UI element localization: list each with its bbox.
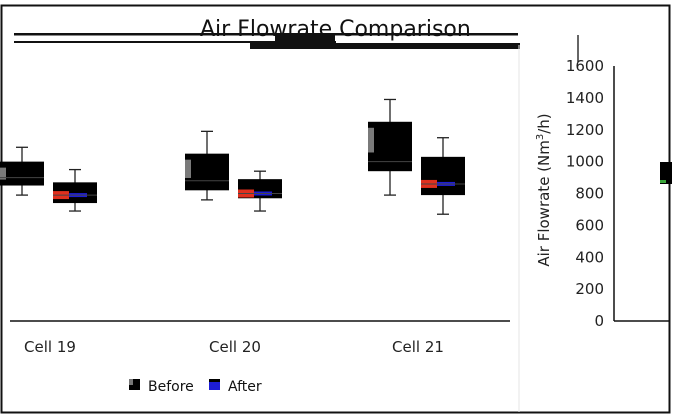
box-body [0, 161, 44, 186]
right-panel: 1600 1400 1200 1000 800 600 400 200 0 Air Flowra… [535, 35, 672, 330]
boxes-layer [0, 98, 465, 215]
y-axis-label-sup: 3 [535, 134, 546, 140]
left-panel: Cell 19 Cell 20 Cell 21 [0, 45, 520, 412]
y-tick-label: 200 [575, 280, 604, 298]
legend-swatch-after-accent [209, 379, 220, 382]
box-before-2 [185, 130, 229, 201]
box-body [185, 153, 229, 191]
y-axis-label-tail: /h) [535, 113, 553, 133]
box-accent [368, 127, 374, 153]
chart-title: Air Flowrate Comparison [200, 17, 471, 42]
legend-label-before: Before [148, 379, 194, 395]
clipped-box-right [660, 162, 672, 184]
title-artifacts [14, 33, 520, 49]
legend-item-after: After [209, 379, 262, 395]
box-after-3 [421, 137, 465, 215]
box-before-3 [368, 98, 412, 196]
legend-label-after: After [228, 379, 262, 395]
category-label: Cell 21 [392, 338, 444, 356]
legend-item-before: Before [129, 379, 194, 395]
legend-swatch-before-accent [129, 379, 133, 385]
y-tick-label: 600 [575, 216, 604, 234]
y-axis-label-main: Air Flowrate (Nm [535, 140, 553, 267]
category-label: Cell 19 [24, 338, 76, 356]
box-accent [0, 167, 6, 180]
y-tick-label: 1400 [566, 89, 604, 107]
legend: Before After [129, 379, 262, 395]
box-after-2 [238, 170, 282, 212]
y-tick-label: 0 [594, 312, 604, 330]
legend-swatch-after [209, 379, 220, 390]
y-tick-label: 1600 [566, 57, 604, 75]
y-tick-labels: 1600 1400 1200 1000 800 600 400 200 0 [566, 57, 604, 330]
y-tick-label: 800 [575, 185, 604, 203]
y-axis-label: Air Flowrate (Nm3/h) [535, 113, 553, 266]
box-before-1 [0, 146, 44, 196]
category-labels: Cell 19 Cell 20 Cell 21 [24, 338, 444, 356]
category-label: Cell 20 [209, 338, 261, 356]
box-accent [185, 159, 191, 178]
y-tick-label: 1000 [566, 153, 604, 171]
box-after-1 [53, 168, 97, 212]
y-tick-label: 1200 [566, 121, 604, 139]
box-body [421, 156, 465, 196]
outer-border [0, 4, 671, 414]
box-body [368, 121, 412, 172]
legend-swatch-before [129, 379, 140, 390]
y-tick-label: 400 [575, 248, 604, 266]
